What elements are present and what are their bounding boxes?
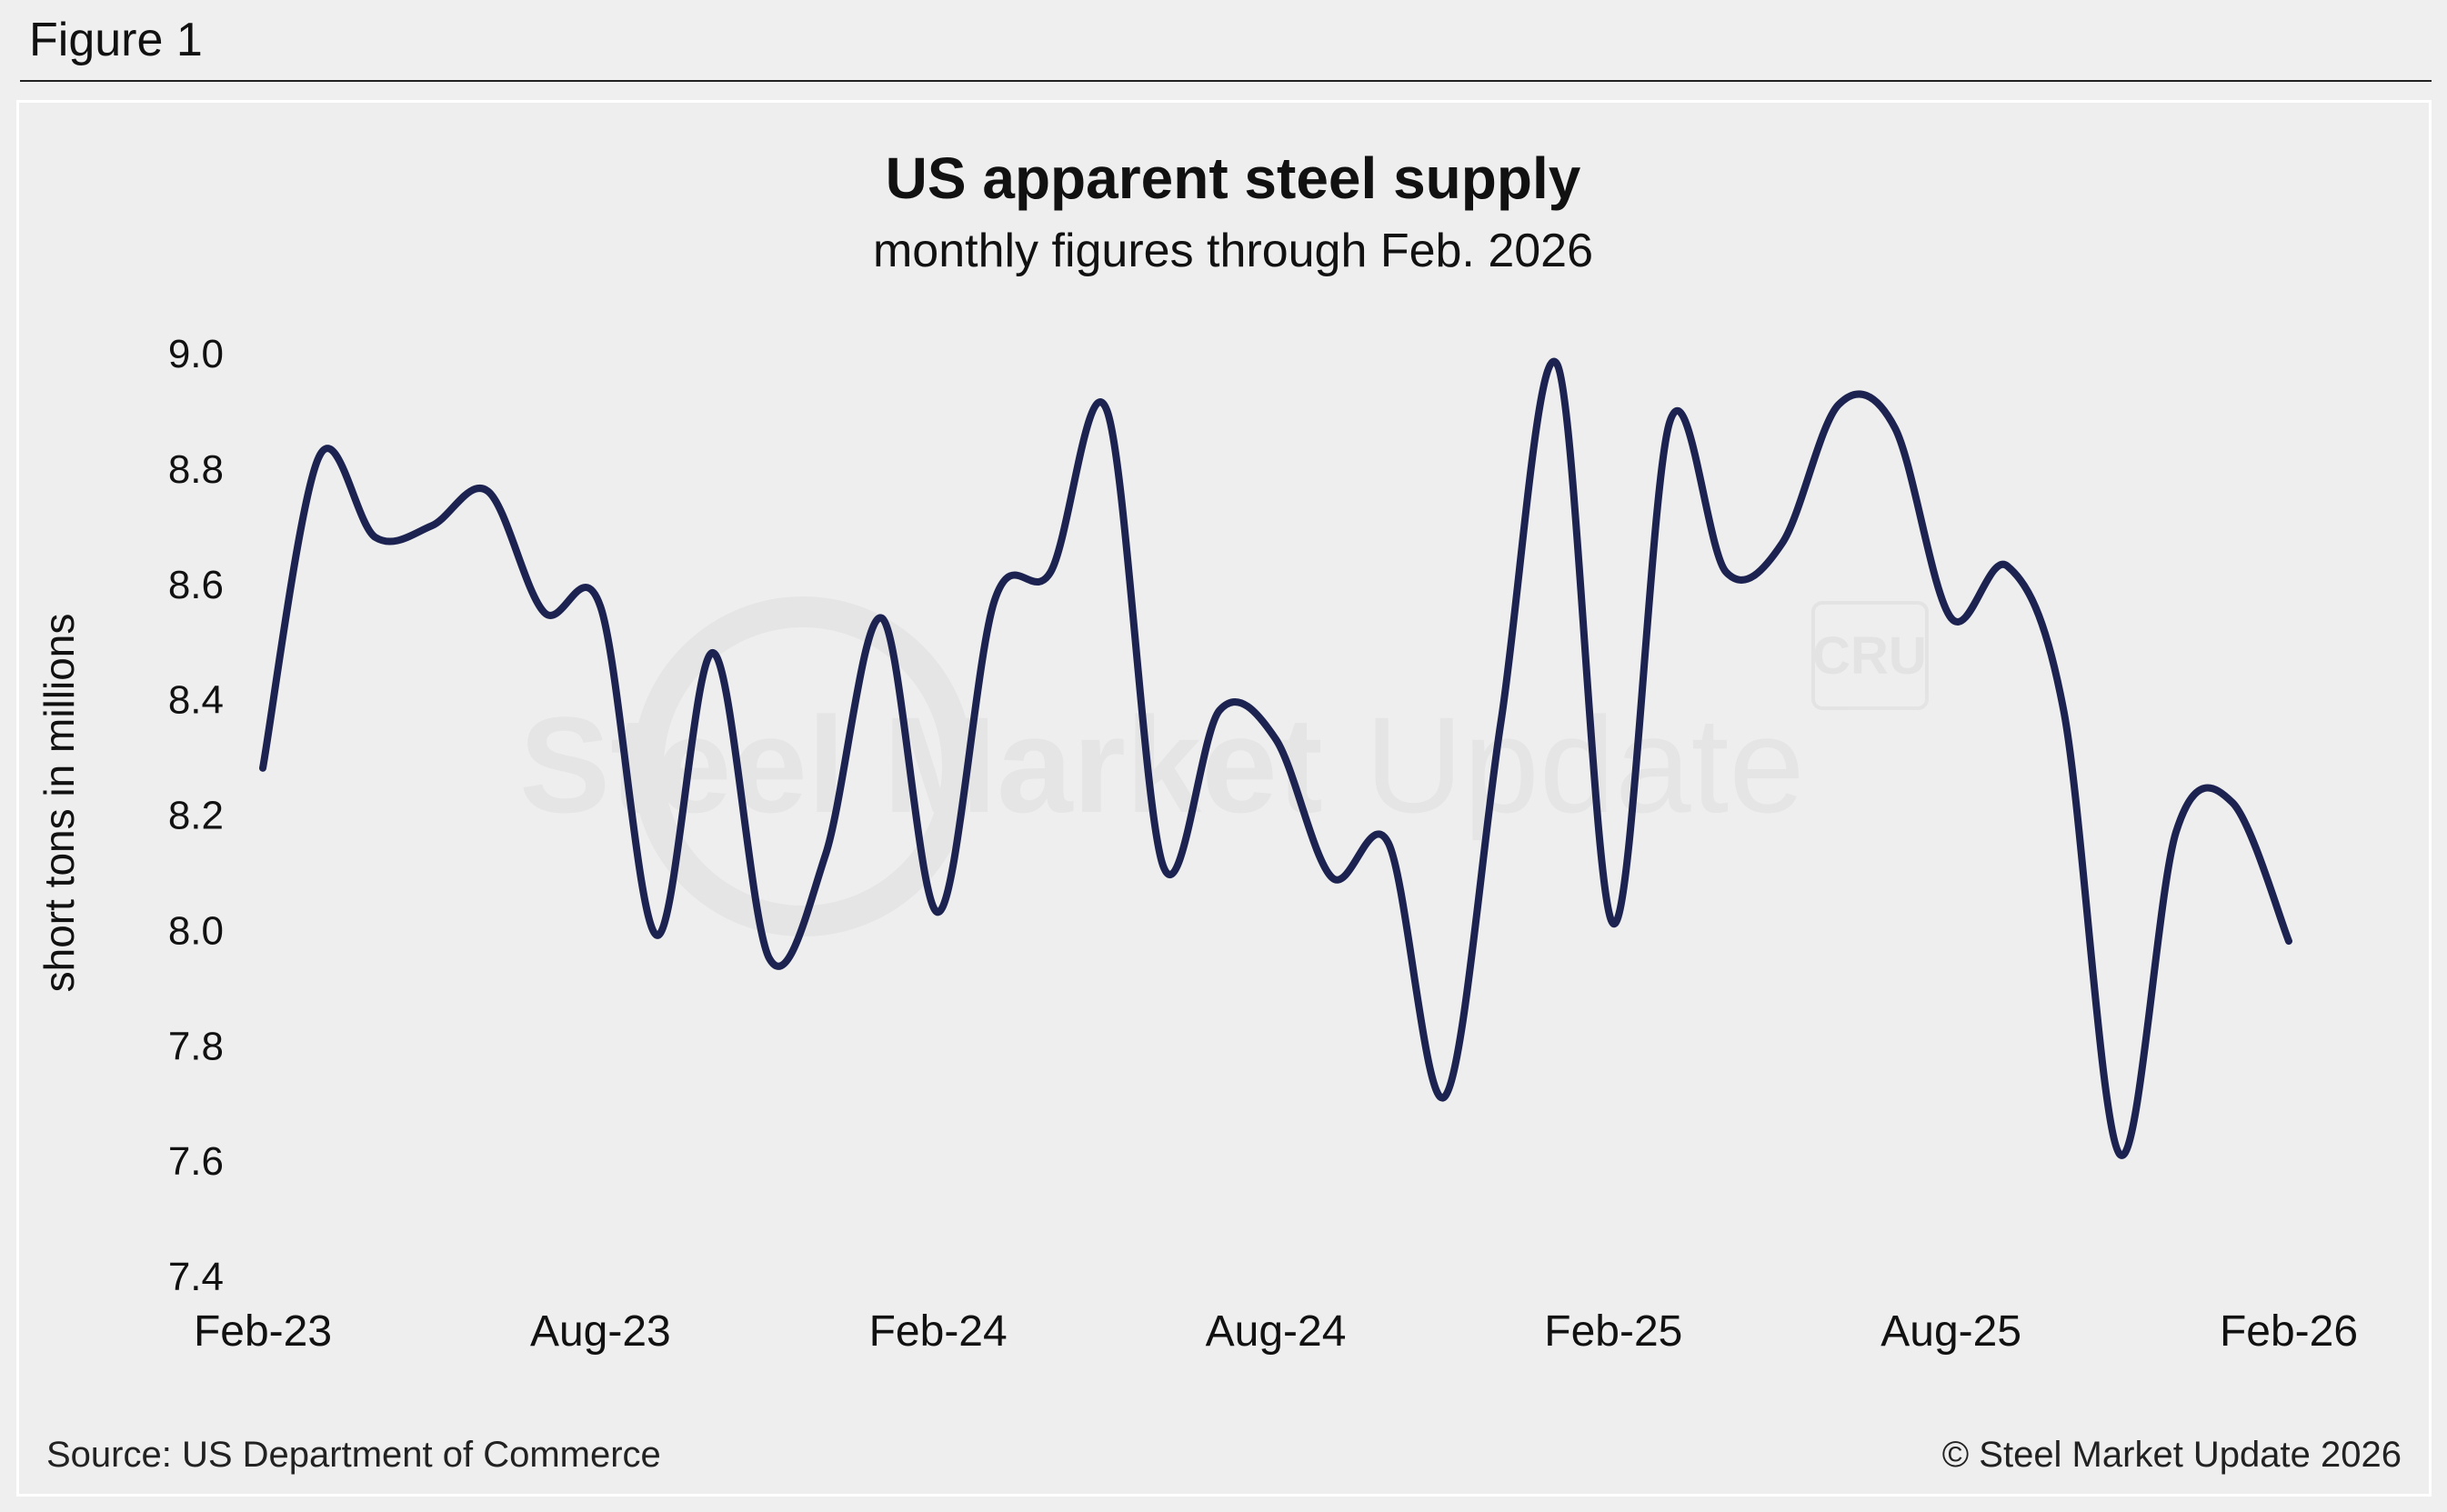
x-tick-label: Aug-24 bbox=[1206, 1307, 1347, 1356]
data-point-Feb-23 bbox=[259, 765, 266, 772]
y-tick-label: 8.8 bbox=[168, 447, 224, 492]
data-point-Nov-24 bbox=[1441, 1093, 1449, 1100]
watermark-badge bbox=[1811, 601, 1929, 710]
data-point-May-24 bbox=[1103, 406, 1110, 414]
y-axis-ticks: 9.0 8.8 8.6 8.4 8.2 8.0 7.8 7.6 7.4 bbox=[168, 332, 224, 1299]
x-tick-label: Feb-23 bbox=[194, 1307, 332, 1356]
data-point-Aug-25 bbox=[1948, 615, 1955, 622]
line-chart: Steel Market Update CRU US apparent stee… bbox=[35, 145, 2402, 1475]
data-point-Mar-24 bbox=[991, 597, 998, 605]
data-point-Aug-24 bbox=[1272, 736, 1279, 743]
y-tick-label: 8.6 bbox=[168, 563, 224, 607]
data-point-Sep-25 bbox=[2004, 563, 2011, 570]
data-point-Feb-24 bbox=[935, 908, 942, 916]
y-tick-label: 8.4 bbox=[168, 678, 224, 723]
chart-panel: Steel Market Update CRU US apparent stee… bbox=[16, 100, 2432, 1497]
copyright-note: © Steel Market Update 2026 bbox=[1942, 1435, 2402, 1475]
x-tick-label: Feb-24 bbox=[869, 1307, 1008, 1356]
data-point-Jan-24 bbox=[878, 615, 886, 622]
data-point-May-23 bbox=[428, 522, 436, 529]
data-point-Dec-23 bbox=[822, 851, 829, 858]
x-tick-label: Aug-23 bbox=[530, 1307, 671, 1356]
y-tick-label: 7.4 bbox=[168, 1255, 224, 1299]
source-note: Source: US Department of Commerce bbox=[46, 1435, 661, 1475]
data-point-Jul-25 bbox=[1891, 425, 1899, 432]
series-line-steel-supply bbox=[259, 357, 2292, 1159]
data-point-Jul-23 bbox=[540, 609, 547, 616]
data-point-Oct-23 bbox=[709, 649, 717, 656]
data-point-Feb-25 bbox=[1610, 920, 1617, 927]
data-point-Mar-23 bbox=[316, 453, 323, 460]
watermark-badge-text: CRU bbox=[1812, 626, 1927, 686]
data-point-Nov-25 bbox=[2116, 1151, 2123, 1158]
data-point-Nov-23 bbox=[766, 955, 773, 962]
data-point-Sep-24 bbox=[1329, 874, 1336, 881]
data-point-Apr-25 bbox=[1722, 568, 1730, 576]
x-tick-label: Feb-25 bbox=[1544, 1307, 1682, 1356]
data-point-Jun-23 bbox=[485, 487, 492, 495]
watermark-logo: Steel Market Update CRU bbox=[519, 596, 1929, 936]
data-point-Jun-25 bbox=[1835, 401, 1842, 408]
watermark-text-light: Update bbox=[1365, 688, 1805, 841]
data-point-Mar-25 bbox=[1666, 418, 1673, 426]
y-tick-label: 8.0 bbox=[168, 908, 224, 953]
figure-divider bbox=[20, 80, 2432, 82]
y-tick-label: 7.8 bbox=[168, 1024, 224, 1068]
data-point-Feb-26 bbox=[2285, 937, 2292, 945]
y-tick-label: 8.2 bbox=[168, 794, 224, 838]
y-axis-label: short tons in millions bbox=[35, 614, 83, 993]
data-point-Aug-23 bbox=[597, 603, 604, 610]
data-point-Sep-23 bbox=[653, 932, 660, 939]
data-point-Jun-24 bbox=[1159, 863, 1167, 870]
data-point-Dec-25 bbox=[2172, 828, 2180, 836]
x-axis-ticks: Feb-23 Aug-23 Feb-24 Aug-24 Feb-25 Aug-25 Feb-… bbox=[194, 1307, 2358, 1356]
figure-label: Figure 1 bbox=[29, 14, 203, 66]
data-point-Apr-24 bbox=[1047, 568, 1054, 576]
data-point-Jan-25 bbox=[1553, 361, 1560, 368]
x-tick-label: Aug-25 bbox=[1880, 1307, 2021, 1356]
data-point-Oct-24 bbox=[1385, 839, 1392, 846]
chart-title: US apparent steel supply bbox=[886, 145, 1581, 211]
data-point-May-25 bbox=[1779, 539, 1786, 546]
x-tick-label: Feb-26 bbox=[2220, 1307, 2358, 1356]
data-point-Jan-26 bbox=[2229, 799, 2236, 806]
data-point-Oct-25 bbox=[2060, 706, 2067, 714]
y-tick-label: 7.6 bbox=[168, 1139, 224, 1184]
y-tick-label: 9.0 bbox=[168, 332, 224, 376]
data-point-Jul-24 bbox=[1216, 706, 1223, 714]
data-point-Apr-23 bbox=[372, 534, 379, 541]
data-point-Dec-24 bbox=[1498, 718, 1505, 726]
chart-subtitle: monthly figures through Feb. 2026 bbox=[873, 225, 1593, 277]
